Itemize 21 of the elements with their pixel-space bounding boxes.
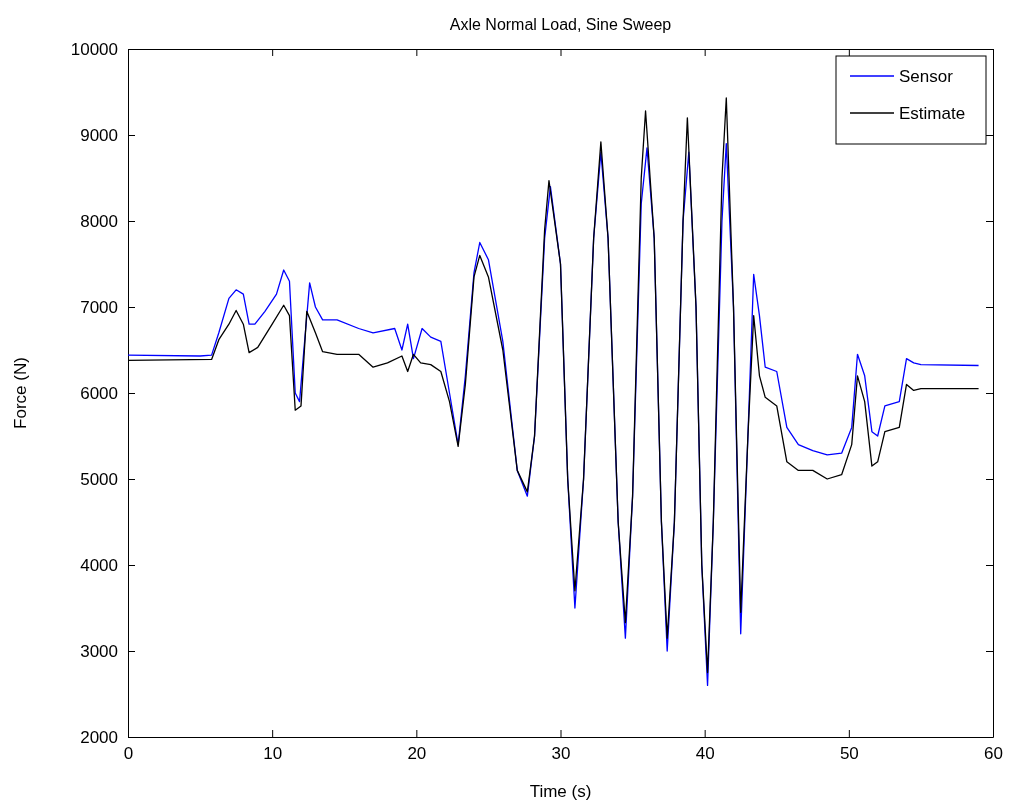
- x-tick-label: 20: [407, 744, 427, 764]
- x-tick-label: 60: [984, 744, 1003, 764]
- y-tick-label: 2000: [80, 727, 118, 747]
- y-tick-label: 8000: [80, 211, 118, 231]
- y-tick-label: 9000: [80, 125, 118, 145]
- y-tick-label: 6000: [80, 383, 118, 403]
- x-tick-label: 40: [695, 744, 715, 764]
- y-tick-label: 4000: [80, 555, 118, 575]
- y-tick-label: 7000: [80, 297, 118, 317]
- x-tick-label: 10: [263, 744, 283, 764]
- y-axis-title: Force (N): [11, 357, 30, 429]
- legend-label: Sensor: [899, 67, 954, 86]
- legend-label: Estimate: [899, 104, 966, 123]
- x-axis-title: Time (s): [529, 782, 592, 801]
- y-tick-label: 3000: [80, 641, 118, 661]
- y-tick-label: 5000: [80, 469, 118, 489]
- chart-title: Axle Normal Load, Sine Sweep: [449, 16, 672, 33]
- x-tick-label: 30: [551, 744, 571, 764]
- x-tick-label: 0: [123, 744, 134, 764]
- x-tick-label: 50: [839, 744, 859, 764]
- y-tick-label: 10000: [70, 39, 118, 59]
